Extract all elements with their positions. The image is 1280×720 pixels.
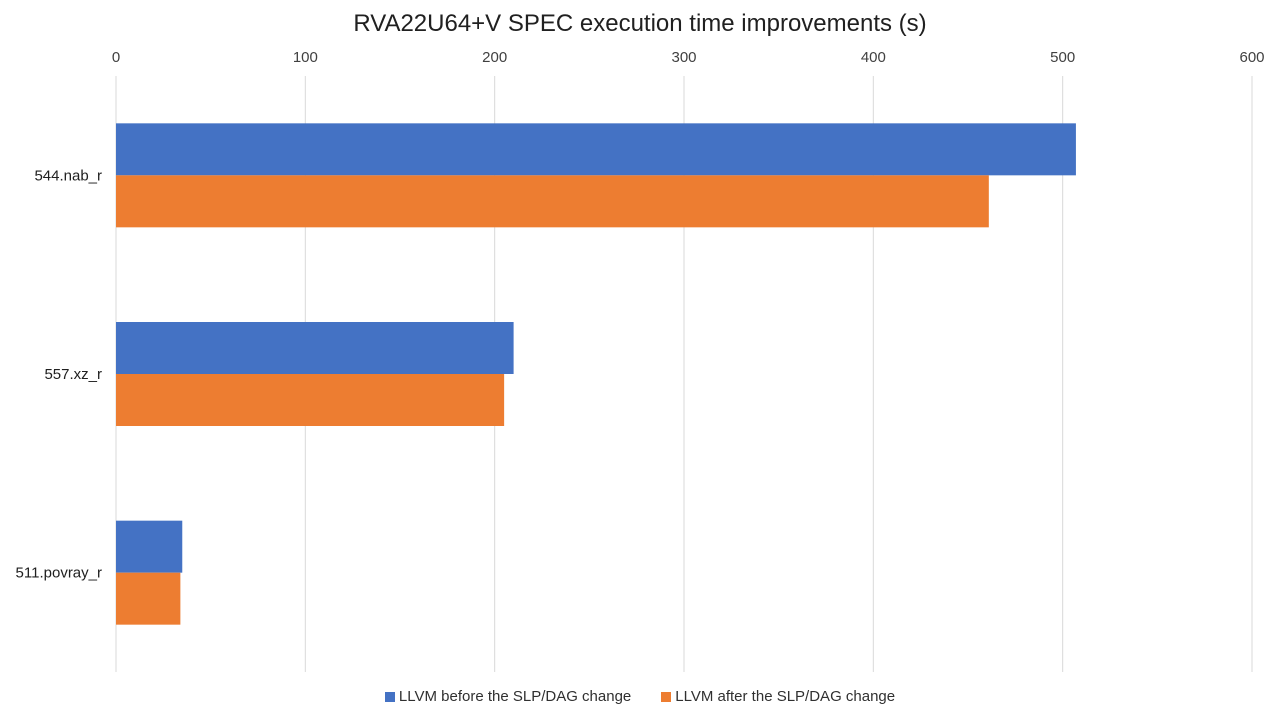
category-label: 511.povray_r	[16, 565, 102, 582]
x-tick-label: 600	[1239, 49, 1264, 66]
legend-swatch-before	[384, 691, 395, 702]
chart-title: RVA22U64+V SPEC execution time improveme…	[353, 10, 927, 37]
x-tick-label: 200	[482, 49, 507, 66]
bar-after-1	[116, 374, 505, 426]
category-label: 544.nab_r	[34, 167, 102, 184]
legend-label-after: LLVM after the SLP/DAG change	[675, 688, 896, 705]
legend-item-before: LLVM before the SLP/DAG change	[384, 688, 632, 705]
legend-item-after: LLVM after the SLP/DAG change	[661, 688, 895, 705]
x-tick-label: 0	[112, 49, 120, 66]
legend-swatch-after	[661, 691, 672, 702]
x-tick-label: 500	[1050, 49, 1075, 66]
legend-label-before: LLVM before the SLP/DAG change	[398, 688, 632, 705]
category-label: 557.xz_r	[44, 366, 102, 383]
x-tick-label: 100	[293, 49, 318, 66]
bar-before-1	[116, 322, 514, 374]
legend: LLVM before the SLP/DAG change LLVM afte…	[0, 688, 1280, 705]
x-tick-label: 300	[671, 49, 696, 66]
bar-after-2	[116, 572, 181, 625]
bar-after-0	[116, 175, 989, 228]
x-tick-label: 400	[861, 49, 886, 66]
bar-before-0	[116, 123, 1076, 176]
bar-before-2	[116, 520, 183, 573]
